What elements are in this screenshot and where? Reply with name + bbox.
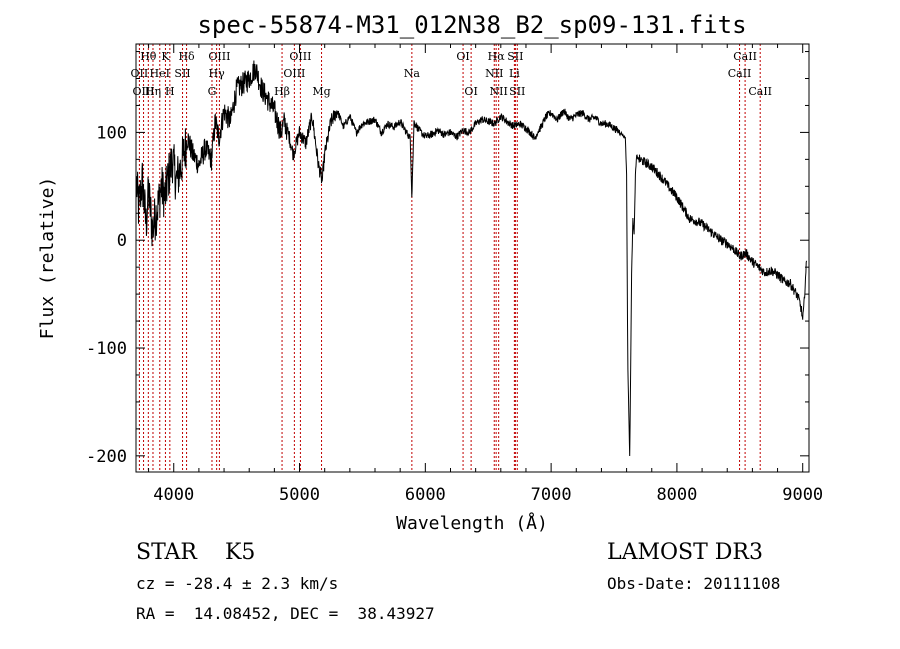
spectral-line-label: K: [161, 50, 170, 63]
spectral-line-label: Hβ: [274, 85, 290, 98]
spectral-line-label: Na: [404, 67, 421, 80]
spectral-line-label: OI: [464, 85, 477, 98]
chart-title: spec-55874-M31_012N38_B2_sp09-131.fits: [197, 11, 746, 39]
spectral-line-label: SII: [507, 50, 523, 63]
x-tick-label: 8000: [656, 485, 697, 505]
spectral-line-labels: HθOIIOIIIHηHeIKHSIIHδGHγOIIIHβOIIIOIIIMg…: [131, 50, 772, 98]
y-tick-label: 0: [117, 231, 127, 251]
spectral-line-label: CaII: [728, 67, 752, 80]
spectral-line-label: Hα: [488, 50, 506, 63]
spectral-line-label: OII: [131, 67, 149, 80]
spectral-line-label: G: [208, 85, 217, 98]
x-tick-label: 6000: [405, 485, 446, 505]
spectral-line-label: CaII: [733, 50, 757, 63]
y-tick-label: -200: [86, 447, 127, 467]
spectral-line-label: Hγ: [209, 67, 226, 80]
spectral-line-label: HeI: [150, 67, 170, 80]
y-tick-label: 100: [96, 123, 127, 143]
spectral-line-label: Hδ: [178, 50, 195, 63]
plot-frame: [135, 43, 810, 473]
spectral-line-label: OIII: [208, 50, 230, 63]
spectral-line-label: Hη: [145, 85, 161, 98]
spectral-line-label: OI: [456, 50, 469, 63]
x-axis-label: Wavelength (Å): [396, 512, 548, 534]
spectral-line-label: OIII: [133, 85, 155, 98]
spectral-line-label: OIII: [283, 67, 305, 80]
spectrum-line: [136, 60, 807, 457]
spectral-line-label: NII: [485, 67, 503, 80]
ra-dec-coordinates: RA = 14.08452, DEC = 38.43927: [136, 604, 435, 623]
y-tick-label: -100: [86, 339, 127, 359]
y-axis-ticks: -200 -100 0 100: [86, 51, 809, 467]
spectral-line-label: H: [165, 85, 175, 98]
x-axis-ticks: 4000 5000 6000 7000 8000 9000: [148, 44, 823, 505]
spectral-line-label: Mg: [312, 85, 330, 98]
spectral-line-label: Hθ: [140, 50, 157, 63]
spectral-line-label: CaII: [748, 85, 772, 98]
observation-date: Obs-Date: 20111108: [607, 574, 781, 593]
spectral-line-label: NII: [490, 85, 508, 98]
spectral-line-label: OIII: [289, 50, 311, 63]
spectral-line-markers: [138, 44, 761, 472]
x-tick-label: 4000: [153, 485, 194, 505]
x-tick-label: 5000: [279, 485, 320, 505]
y-axis-label: Flux (relative): [37, 177, 58, 340]
spectral-line-label: SII: [509, 85, 525, 98]
spectral-line-label: Li: [509, 67, 520, 80]
x-tick-label: 9000: [782, 485, 823, 505]
spectral-line-label: SII: [174, 67, 190, 80]
object-class: STAR K5: [136, 540, 256, 565]
redshift-cz: cz = -28.4 ± 2.3 km/s: [136, 574, 339, 593]
x-tick-label: 7000: [531, 485, 572, 505]
survey-name: LAMOST DR3: [607, 540, 763, 565]
